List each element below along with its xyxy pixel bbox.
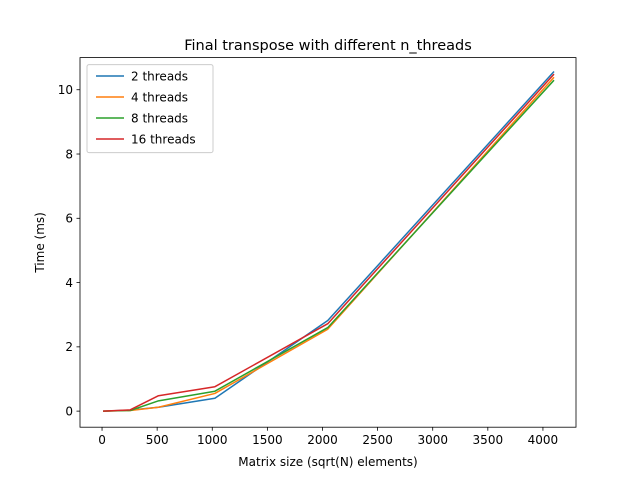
axes-frame	[79, 57, 577, 428]
x-tick-label: 4000	[528, 433, 559, 447]
legend: 2 threads 4 threads 8 threads 16 threads	[86, 64, 214, 154]
x-tick-label: 0	[98, 433, 106, 447]
x-axis-label: Matrix size (sqrt(N) elements)	[238, 455, 417, 469]
legend-label: 8 threads	[131, 111, 188, 125]
legend-label: 2 threads	[131, 69, 188, 83]
x-tick-label: 1500	[252, 433, 283, 447]
x-tick-label: 500	[146, 433, 169, 447]
y-tick-label: 4	[65, 276, 73, 290]
y-axis-ticks: 0 2 4 6 8 10	[58, 83, 80, 418]
y-tick-label: 10	[58, 83, 73, 97]
x-tick-label: 2000	[307, 433, 338, 447]
legend-box	[86, 64, 214, 154]
x-tick-label: 2500	[362, 433, 393, 447]
y-tick-label: 0	[65, 404, 73, 418]
series-line-16-threads	[103, 73, 555, 412]
legend-entries: 2 threads 4 threads 8 threads 16 threads	[96, 69, 196, 146]
y-tick-label: 6	[65, 212, 73, 226]
plot-lines	[103, 71, 555, 412]
y-axis-label: Time (ms)	[33, 212, 47, 274]
y-tick-label: 8	[65, 147, 73, 161]
x-tick-label: 3500	[473, 433, 504, 447]
x-axis-ticks: 0 500 1000 1500 2000 2500 3000 3500 4000	[98, 427, 558, 447]
x-tick-label: 1000	[197, 433, 228, 447]
legend-label: 4 threads	[131, 90, 188, 104]
chart-title: Final transpose with different n_threads	[184, 38, 472, 54]
x-tick-label: 3000	[417, 433, 448, 447]
legend-label: 16 threads	[131, 132, 196, 146]
y-tick-label: 2	[65, 340, 73, 354]
